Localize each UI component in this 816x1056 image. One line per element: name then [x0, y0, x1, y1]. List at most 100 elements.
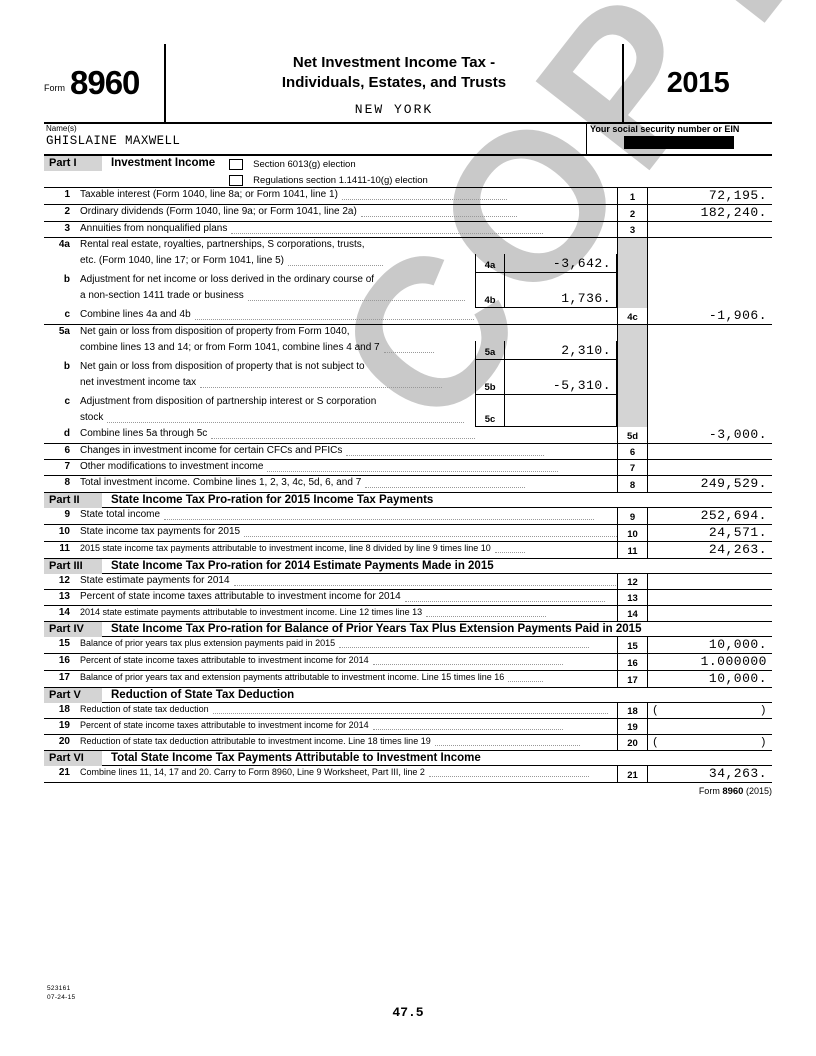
form-word-label: Form	[44, 83, 65, 93]
line-amount[interactable]	[648, 460, 772, 475]
mid-box-empty	[475, 273, 505, 289]
table-row: 7 Other modifications to investment inco…	[44, 460, 772, 476]
line-amount[interactable]	[505, 411, 617, 427]
election-label-6013g: Section 6013(g) election	[253, 158, 356, 170]
name-value: GHISLAINE MAXWELL	[46, 133, 181, 148]
form-header: Form 8960 Net Investment Income Tax - In…	[44, 44, 772, 124]
line-number: 17	[58, 672, 70, 683]
line-description: Combine lines 4a and 4b	[78, 308, 475, 324]
dot-leader	[372, 721, 563, 730]
line-amount[interactable]: 249,529.	[700, 476, 767, 491]
line-amount-negative[interactable]: ( )	[648, 735, 772, 750]
line-amount[interactable]	[648, 574, 772, 589]
part-3-tag: Part III	[44, 558, 102, 574]
part-6-header: Part VI Total State Income Tax Payments …	[44, 750, 772, 766]
line-amount[interactable]	[648, 222, 772, 237]
mid-spacer	[475, 308, 617, 324]
table-row: 9 State total income 9 252,694.	[44, 508, 772, 525]
line-amount[interactable]: 1,736.	[505, 289, 617, 308]
part-6-tag: Part VI	[44, 750, 102, 766]
line-description: Taxable interest (Form 1040, line 8a; or…	[78, 188, 617, 204]
state-name: NEW YORK	[354, 102, 434, 117]
line-amount[interactable]: -3,000.	[708, 427, 767, 442]
part-6-title: Total State Income Tax Payments Attribut…	[111, 751, 481, 764]
line-number: 3	[64, 223, 70, 234]
name-field[interactable]: Name(s) GHISLAINE MAXWELL	[44, 124, 587, 154]
line-box-number: 8	[617, 476, 648, 492]
line-amount-negative[interactable]: ( )	[648, 703, 772, 718]
line-amount[interactable]: 182,240.	[700, 205, 767, 220]
blank-amount-filler	[648, 341, 772, 360]
shaded-box-filler	[617, 360, 648, 376]
part-2-title: State Income Tax Pro-ration for 2015 Inc…	[111, 493, 434, 506]
table-row: combine lines 13 and 14; or from Form 10…	[44, 341, 772, 360]
checkbox-section-6013g[interactable]	[229, 158, 244, 170]
mid-spacer	[475, 325, 617, 341]
dot-leader	[200, 379, 443, 388]
line-number	[44, 411, 78, 427]
line-amount[interactable]: -1,906.	[708, 308, 767, 323]
line-description: Total investment income. Combine lines 1…	[78, 476, 617, 492]
line-number: c	[64, 309, 70, 320]
shaded-box-filler	[617, 341, 648, 360]
table-row: 6 Changes in investment income for certa…	[44, 444, 772, 460]
table-row: 2 Ordinary dividends (Form 1040, line 9a…	[44, 205, 772, 222]
dot-leader	[434, 737, 580, 746]
line-number: b	[63, 361, 70, 372]
part-4-header: Part IV State Income Tax Pro-ration for …	[44, 621, 772, 637]
shaded-box-filler	[617, 376, 648, 395]
line-amount[interactable]: 24,571.	[708, 525, 767, 540]
line-amount[interactable]: 72,195.	[708, 188, 767, 203]
line-amount[interactable]: 252,694.	[700, 508, 767, 523]
dot-leader	[383, 344, 434, 353]
dot-leader	[428, 768, 589, 777]
election-row-6013g[interactable]: Section 6013(g) election	[229, 156, 428, 172]
line-box-number: 4c	[617, 308, 648, 324]
line-amount[interactable]: 10,000.	[708, 671, 767, 686]
line-box-number: 14	[617, 606, 648, 621]
line-box-number: 5b	[475, 376, 505, 395]
line-amount[interactable]: 1.000000	[700, 654, 767, 669]
table-row: net investment income tax 5b -5,310.	[44, 376, 772, 395]
line-description: Percent of state income taxes attributab…	[78, 590, 617, 605]
form-footer: Form 8960 (2015)	[44, 783, 772, 797]
line-description: Annuities from nonqualified plans	[78, 222, 617, 237]
ssn-field[interactable]: Your social security number or EIN	[587, 124, 772, 154]
line-amount[interactable]	[648, 590, 772, 605]
line-amount[interactable]	[648, 606, 772, 621]
line-amount[interactable]: 34,263.	[708, 766, 767, 781]
line-number: 1	[64, 189, 70, 200]
line-amount[interactable]: 2,310.	[505, 341, 617, 360]
line-number: 19	[58, 720, 70, 731]
line-amount[interactable]: -5,310.	[505, 376, 617, 395]
line-amount[interactable]: 24,263.	[708, 542, 767, 557]
line-number	[44, 376, 78, 395]
table-row: 21 Combine lines 11, 14, 17 and 20. Carr…	[44, 766, 772, 783]
line-box-number: 7	[617, 460, 648, 475]
mid-spacer	[475, 427, 617, 443]
line-box-number: 17	[617, 671, 648, 687]
checkbox-regulations-1411-10g[interactable]	[229, 174, 244, 186]
line-number	[44, 254, 78, 273]
election-row-1411-10g[interactable]: Regulations section 1.1411-10(g) electio…	[229, 172, 428, 188]
line-description: State estimate payments for 2014	[78, 574, 617, 589]
line-box-number: 11	[617, 542, 648, 558]
line-description: etc. (Form 1040, line 17; or Form 1041, …	[78, 254, 475, 273]
form-title-line1: Net Investment Income Tax -	[292, 54, 496, 71]
line-amount[interactable]	[648, 719, 772, 734]
mid-amount-empty	[505, 395, 617, 411]
dot-leader	[346, 447, 545, 456]
line-amount[interactable]: 10,000.	[708, 637, 767, 652]
form-title-line2: Individuals, Estates, and Trusts	[281, 74, 507, 92]
table-row: 5a Net gain or loss from disposition of …	[44, 325, 772, 341]
line-description: Combine lines 5a through 5c	[78, 427, 475, 443]
dot-leader	[365, 479, 526, 488]
dot-leader	[211, 430, 475, 439]
shaded-box-filler	[617, 411, 648, 427]
table-row: c Adjustment from disposition of partner…	[44, 395, 772, 411]
line-box-number: 4b	[475, 289, 505, 308]
line-amount[interactable]	[648, 444, 772, 459]
part-4-tag: Part IV	[44, 621, 102, 637]
line-amount[interactable]: -3,642.	[505, 254, 617, 273]
table-row: a non-section 1411 trade or business 4b …	[44, 289, 772, 308]
